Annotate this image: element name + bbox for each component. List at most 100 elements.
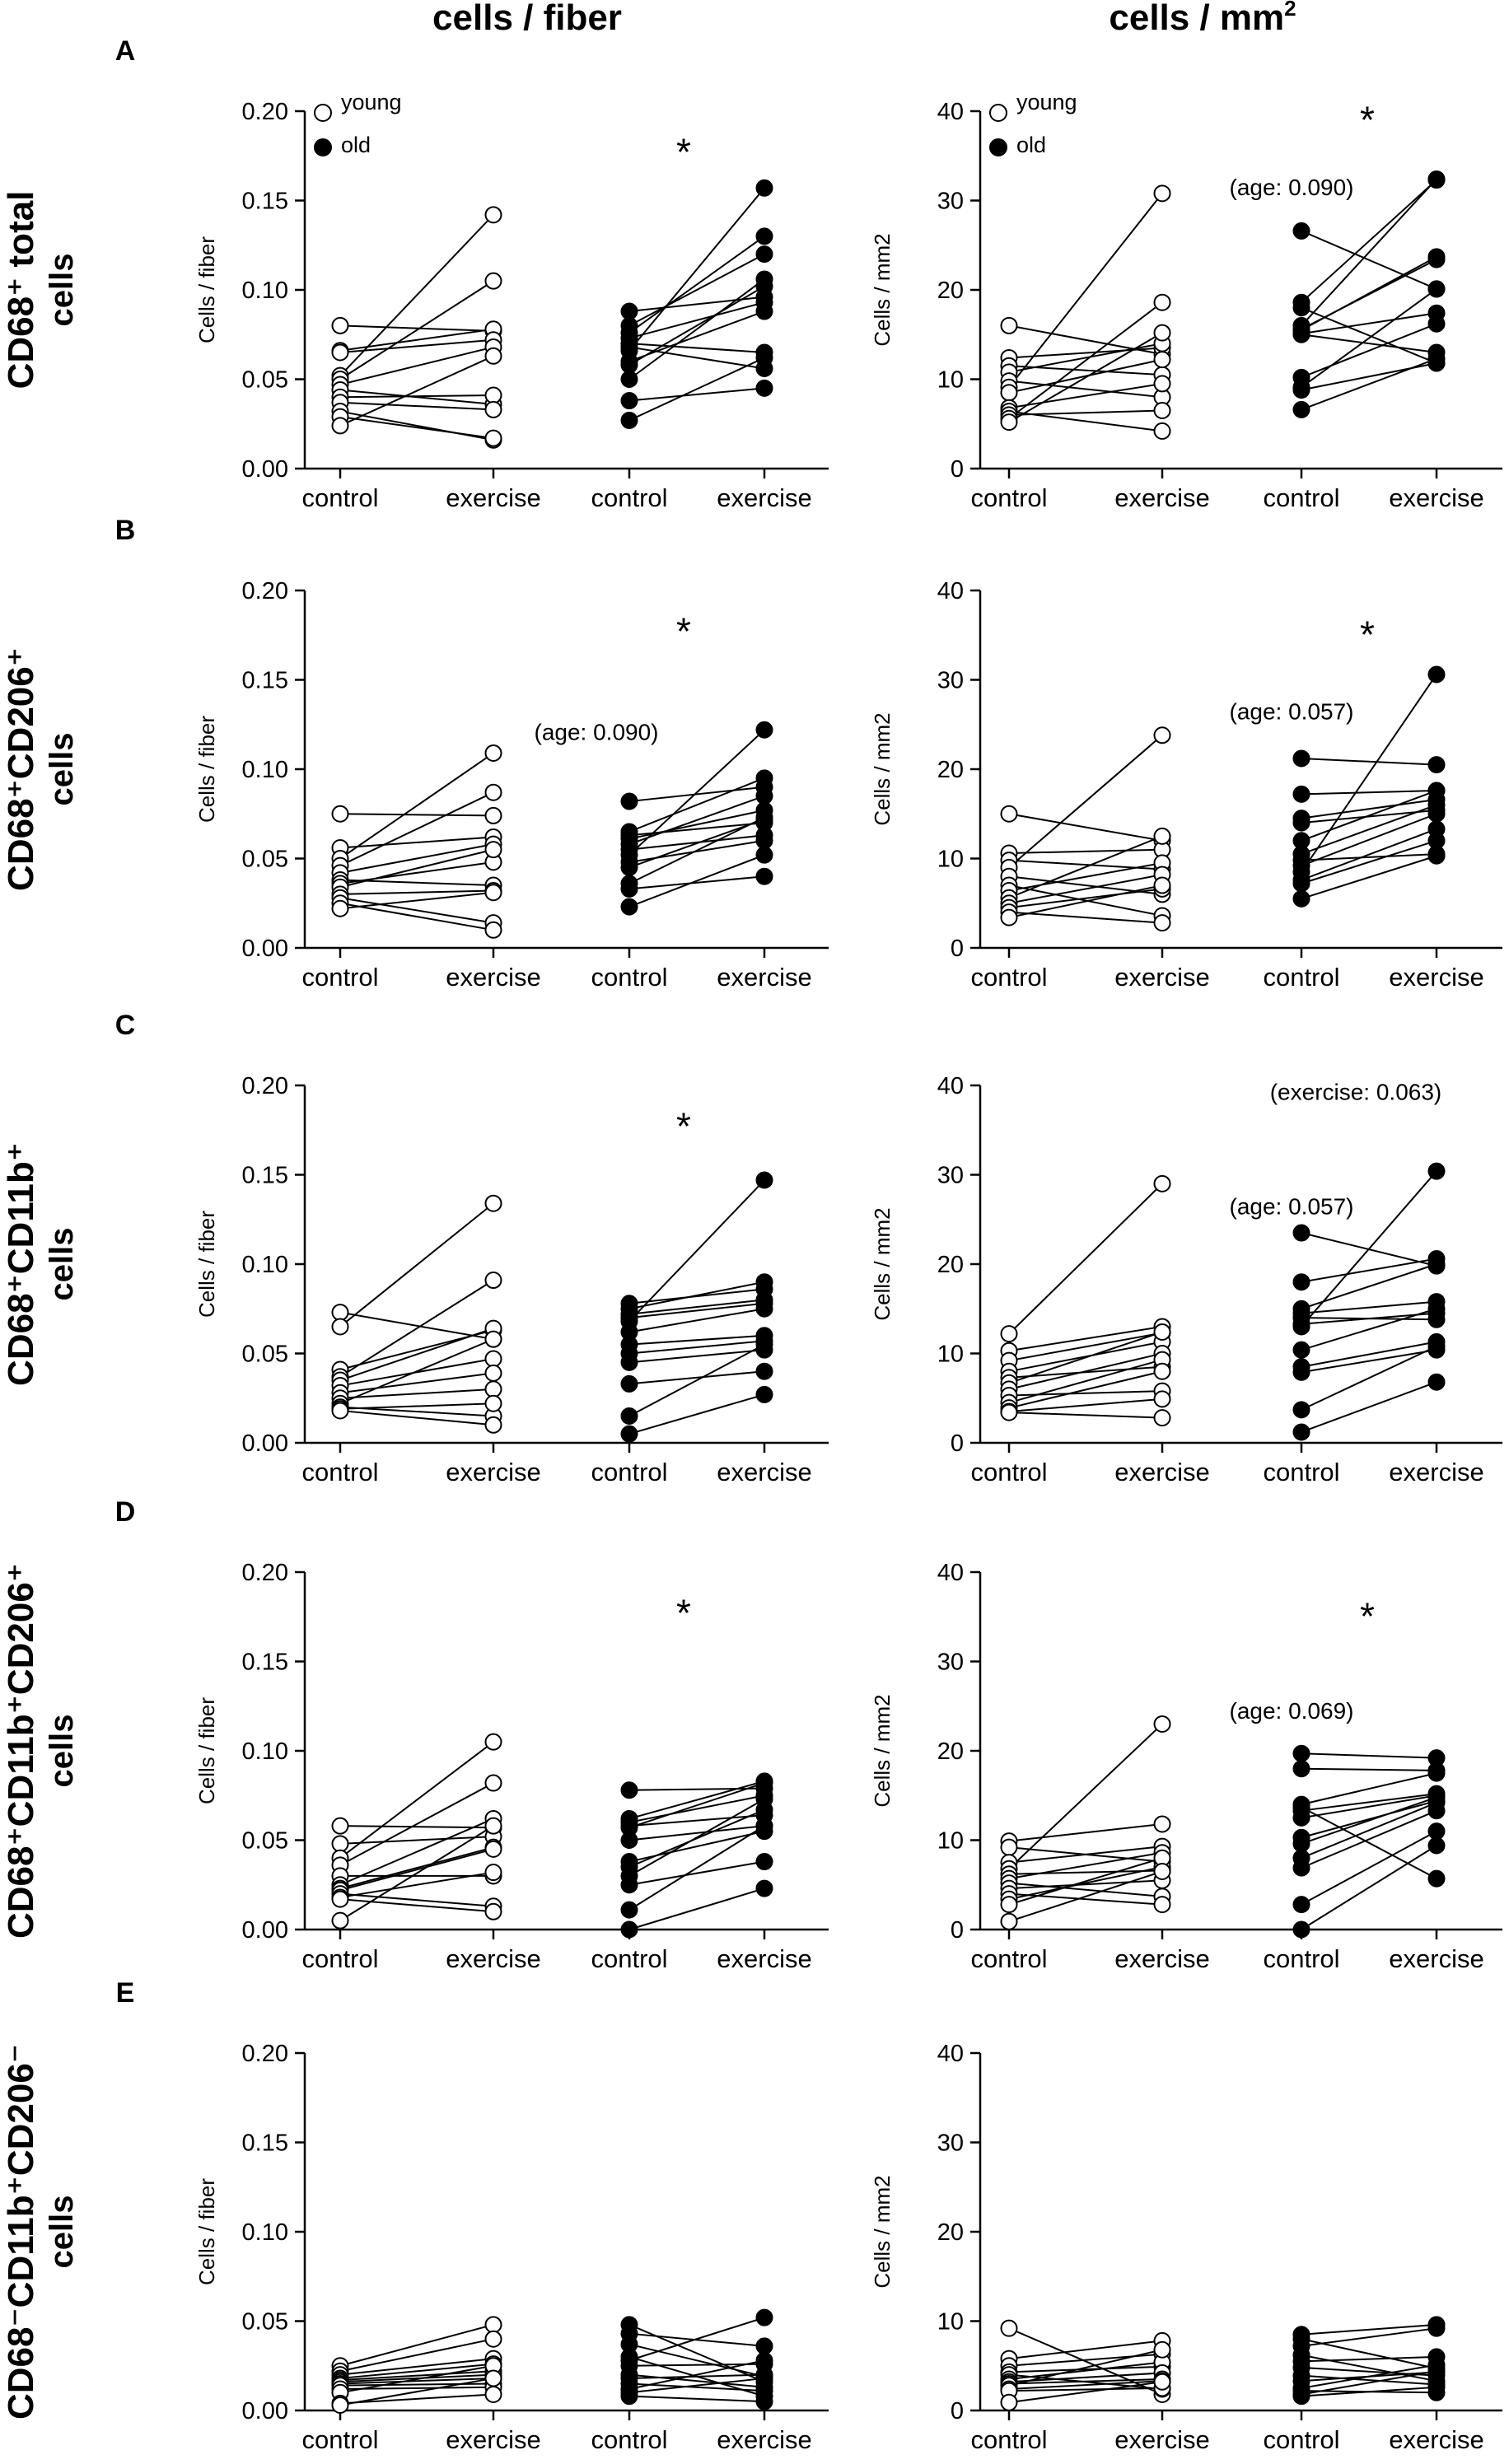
old-pair-line — [628, 777, 765, 833]
young-pair-line — [1008, 1341, 1163, 1373]
old-pair-line — [628, 1798, 765, 1877]
young-pair-line — [1008, 380, 1163, 399]
y-tick-label: 40 — [937, 1073, 964, 1099]
old-control-point — [620, 1817, 638, 1835]
young-pair-line — [339, 1409, 494, 1426]
old-exercise-point — [755, 1853, 773, 1871]
young-control-point — [1000, 1896, 1018, 1914]
statistics-annotation: (age: 0.090) — [535, 720, 659, 745]
old-exercise-point — [1427, 1373, 1446, 1391]
old-exercise-point — [755, 1362, 773, 1380]
young-pair-line — [339, 2338, 494, 2373]
x-tick-label: control — [1263, 483, 1339, 512]
young-pair-line — [1008, 1332, 1163, 1362]
old-exercise-point — [1427, 1869, 1446, 1888]
young-pair-line — [1008, 884, 1163, 917]
young-pair-line — [339, 1358, 494, 1387]
young-exercise-point — [484, 1817, 502, 1835]
old-pair-line — [1301, 1809, 1437, 1869]
old-control-point — [620, 1425, 638, 1443]
old-pair-line — [1301, 1806, 1437, 1880]
old-pair-line — [628, 729, 765, 856]
old-control-point — [620, 1353, 638, 1371]
x-tick-label: exercise — [1389, 2425, 1483, 2454]
young-exercise-point — [1153, 1174, 1171, 1192]
young-control-point — [331, 1318, 349, 1336]
panel-row-b: B CD68⁺CD206⁺cells 0.00 0.05 0.10 0.15 0.20 con… — [1, 515, 1502, 992]
old-pair-line — [1301, 357, 1437, 411]
old-pair-line — [628, 296, 765, 313]
young-control-point — [1000, 413, 1018, 432]
young-pair-line — [339, 1848, 494, 1892]
old-pair-line — [628, 2359, 765, 2390]
young-pair-line — [1008, 2372, 1163, 2383]
y-tick-label: 10 — [937, 1828, 964, 1855]
old-exercise-point — [755, 1336, 773, 1354]
old-pair-line — [1301, 1794, 1437, 1819]
young-exercise-point — [1153, 351, 1171, 369]
young-pair-line — [339, 1279, 494, 1378]
young-exercise-point — [484, 806, 502, 824]
x-tick-label: exercise — [1114, 963, 1209, 992]
young-pair-line — [339, 891, 494, 910]
young-pair-line — [1008, 813, 1163, 842]
young-exercise-point — [1153, 2373, 1171, 2391]
young-exercise-point — [484, 841, 502, 859]
y-tick-label: 0.20 — [242, 2041, 288, 2067]
young-exercise-point — [484, 1416, 502, 1434]
old-exercise-point — [1427, 1162, 1446, 1180]
old-control-point — [1292, 381, 1310, 399]
young-pair-line — [339, 843, 494, 874]
young-exercise-point — [1153, 1323, 1171, 1341]
x-tick-label: exercise — [446, 963, 540, 992]
old-pair-line — [1301, 2364, 1437, 2389]
old-control-point — [1292, 1341, 1310, 1359]
old-pair-line — [1301, 1772, 1437, 1806]
y-tick-label: 0.10 — [242, 1252, 288, 1278]
old-exercise-point — [755, 1879, 773, 1897]
old-control-point — [620, 371, 638, 388]
row-label: CD68⁺CD11b⁺CD206⁺cells — [1, 1563, 80, 1939]
young-pair-line — [1008, 874, 1163, 904]
x-tick-label: control — [970, 1944, 1047, 1973]
y-tick-label: 10 — [937, 847, 964, 873]
old-exercise-point — [1427, 1836, 1446, 1855]
young-exercise-point — [484, 1840, 502, 1858]
y-tick-label: 20 — [937, 278, 964, 304]
old-pair-line — [1301, 334, 1437, 353]
x-tick-label: control — [970, 2425, 1047, 2454]
young-exercise-point — [484, 1364, 502, 1382]
young-pair-line — [339, 1871, 494, 1898]
young-control-point — [1000, 908, 1018, 926]
young-pair-line — [1008, 2327, 1163, 2396]
young-pair-line — [1008, 1325, 1163, 1352]
old-pair-line — [628, 1830, 765, 1863]
panel-letter: C — [115, 1010, 136, 1041]
old-exercise-point — [1427, 280, 1446, 298]
old-control-point — [1292, 299, 1310, 317]
old-pair-line — [1301, 813, 1437, 867]
old-control-point — [620, 858, 638, 876]
statistics-annotation-top: (exercise: 0.063) — [1270, 1080, 1442, 1105]
old-pair-line — [1301, 1341, 1437, 1368]
old-exercise-point — [755, 867, 773, 885]
old-exercise-point — [1427, 2362, 1446, 2380]
young-exercise-point — [1153, 422, 1171, 440]
old-pair-line — [1301, 1381, 1437, 1433]
old-exercise-point — [755, 846, 773, 864]
young-exercise-point — [484, 1902, 502, 1920]
young-pair-line — [339, 416, 494, 440]
young-exercise-point — [1153, 375, 1171, 393]
old-pair-line — [628, 2373, 765, 2379]
old-pair-line — [1301, 1752, 1437, 1759]
old-pair-line — [1301, 1312, 1437, 1325]
old-exercise-point — [755, 1171, 773, 1189]
old-pair-line — [1301, 853, 1437, 861]
column-title-cells-per-mm2: cells / mm2 — [1109, 0, 1296, 38]
x-tick-label: exercise — [1114, 2425, 1209, 2454]
young-pair-line — [1008, 2380, 1163, 2390]
young-control-point — [331, 1835, 349, 1853]
old-control-point — [1292, 852, 1310, 870]
young-exercise-point — [484, 1350, 502, 1368]
young-exercise-point — [484, 2330, 502, 2348]
